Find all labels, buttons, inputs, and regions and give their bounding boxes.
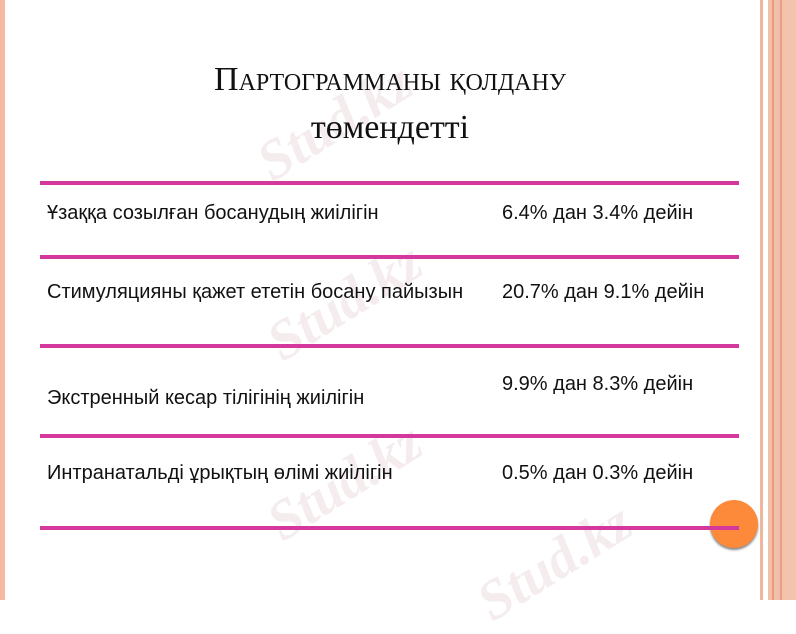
row-value: 20.7% дан 9.1% дейін (502, 281, 705, 303)
row-value: 0.5% дан 0.3% дейін (502, 462, 694, 484)
right-border-stripes (760, 0, 796, 600)
row-label: Стимуляцияны қажет ететін босану пайызын (47, 281, 464, 303)
row-label: Экстренный кесар тілігінің жиілігін (47, 387, 365, 409)
left-border-stripe (0, 0, 5, 600)
divider (40, 255, 739, 259)
watermark: Stud.kz (466, 490, 644, 634)
divider (40, 181, 739, 185)
divider (40, 526, 739, 530)
row-label: Ұзаққа созылған босанудың жиілігін (47, 202, 379, 224)
row-value: 9.9% дан 8.3% дейін (502, 373, 694, 395)
row-label: Интранатальді ұрықтың өлімі жиілігін (47, 462, 393, 484)
divider (40, 434, 739, 438)
orange-circle-decoration (710, 500, 758, 548)
slide-title: Партограмманы қолдану (214, 61, 566, 98)
row-value: 6.4% дан 3.4% дейін (502, 202, 694, 224)
divider (40, 344, 739, 348)
slide-title-line2: төмендетті (310, 109, 470, 146)
